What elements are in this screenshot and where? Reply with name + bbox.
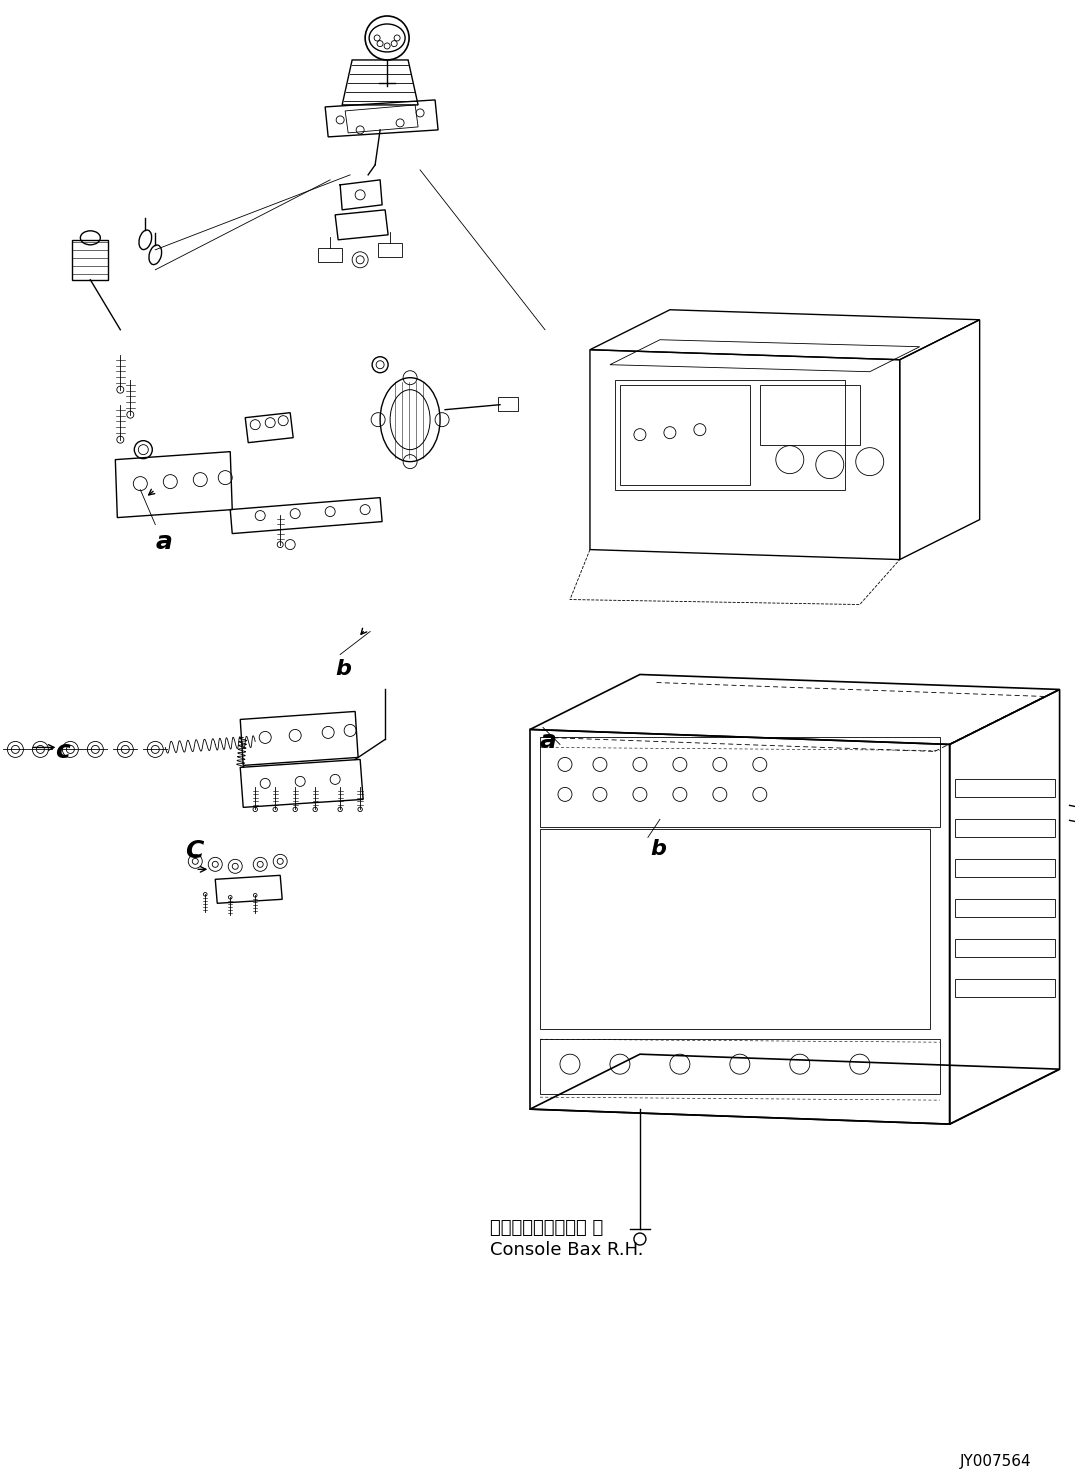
Bar bbox=[955, 819, 1055, 837]
Text: b: b bbox=[650, 840, 665, 859]
Bar bbox=[540, 1038, 940, 1094]
Bar bbox=[955, 859, 1055, 878]
Bar bbox=[318, 247, 342, 262]
Bar bbox=[760, 384, 860, 445]
Bar bbox=[540, 829, 930, 1030]
Bar bbox=[620, 384, 750, 485]
Bar bbox=[540, 738, 940, 828]
Text: b: b bbox=[335, 660, 352, 679]
Bar bbox=[955, 900, 1055, 918]
Text: コンソールボックス 右: コンソールボックス 右 bbox=[490, 1220, 603, 1237]
Text: c: c bbox=[56, 739, 70, 763]
Bar bbox=[378, 243, 402, 256]
Bar bbox=[72, 240, 109, 280]
Text: a: a bbox=[155, 530, 172, 554]
Text: Console Bax R.H.: Console Bax R.H. bbox=[490, 1242, 644, 1259]
Bar bbox=[955, 779, 1055, 797]
Bar bbox=[615, 380, 845, 489]
Text: a: a bbox=[540, 729, 557, 753]
Text: C: C bbox=[185, 840, 203, 863]
Bar bbox=[955, 940, 1055, 957]
Bar bbox=[955, 980, 1055, 997]
Bar bbox=[498, 396, 518, 411]
Text: JY007564: JY007564 bbox=[960, 1454, 1031, 1469]
